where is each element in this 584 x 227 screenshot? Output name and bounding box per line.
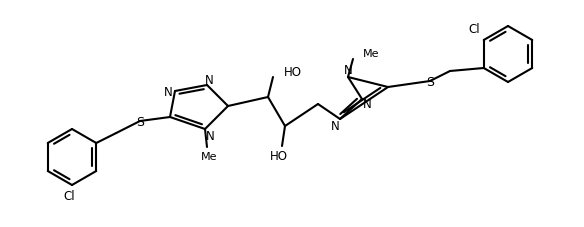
Text: S: S — [136, 115, 144, 128]
Text: N: N — [206, 129, 214, 142]
Text: HO: HO — [270, 150, 288, 163]
Text: N: N — [363, 97, 371, 110]
Text: N: N — [343, 64, 352, 77]
Text: S: S — [426, 75, 434, 88]
Text: N: N — [164, 85, 172, 98]
Text: N: N — [331, 119, 339, 132]
Text: N: N — [204, 74, 213, 87]
Text: Me: Me — [363, 49, 380, 59]
Text: HO: HO — [284, 66, 302, 79]
Text: Cl: Cl — [63, 190, 75, 203]
Text: Me: Me — [201, 151, 217, 161]
Text: Cl: Cl — [468, 22, 479, 35]
